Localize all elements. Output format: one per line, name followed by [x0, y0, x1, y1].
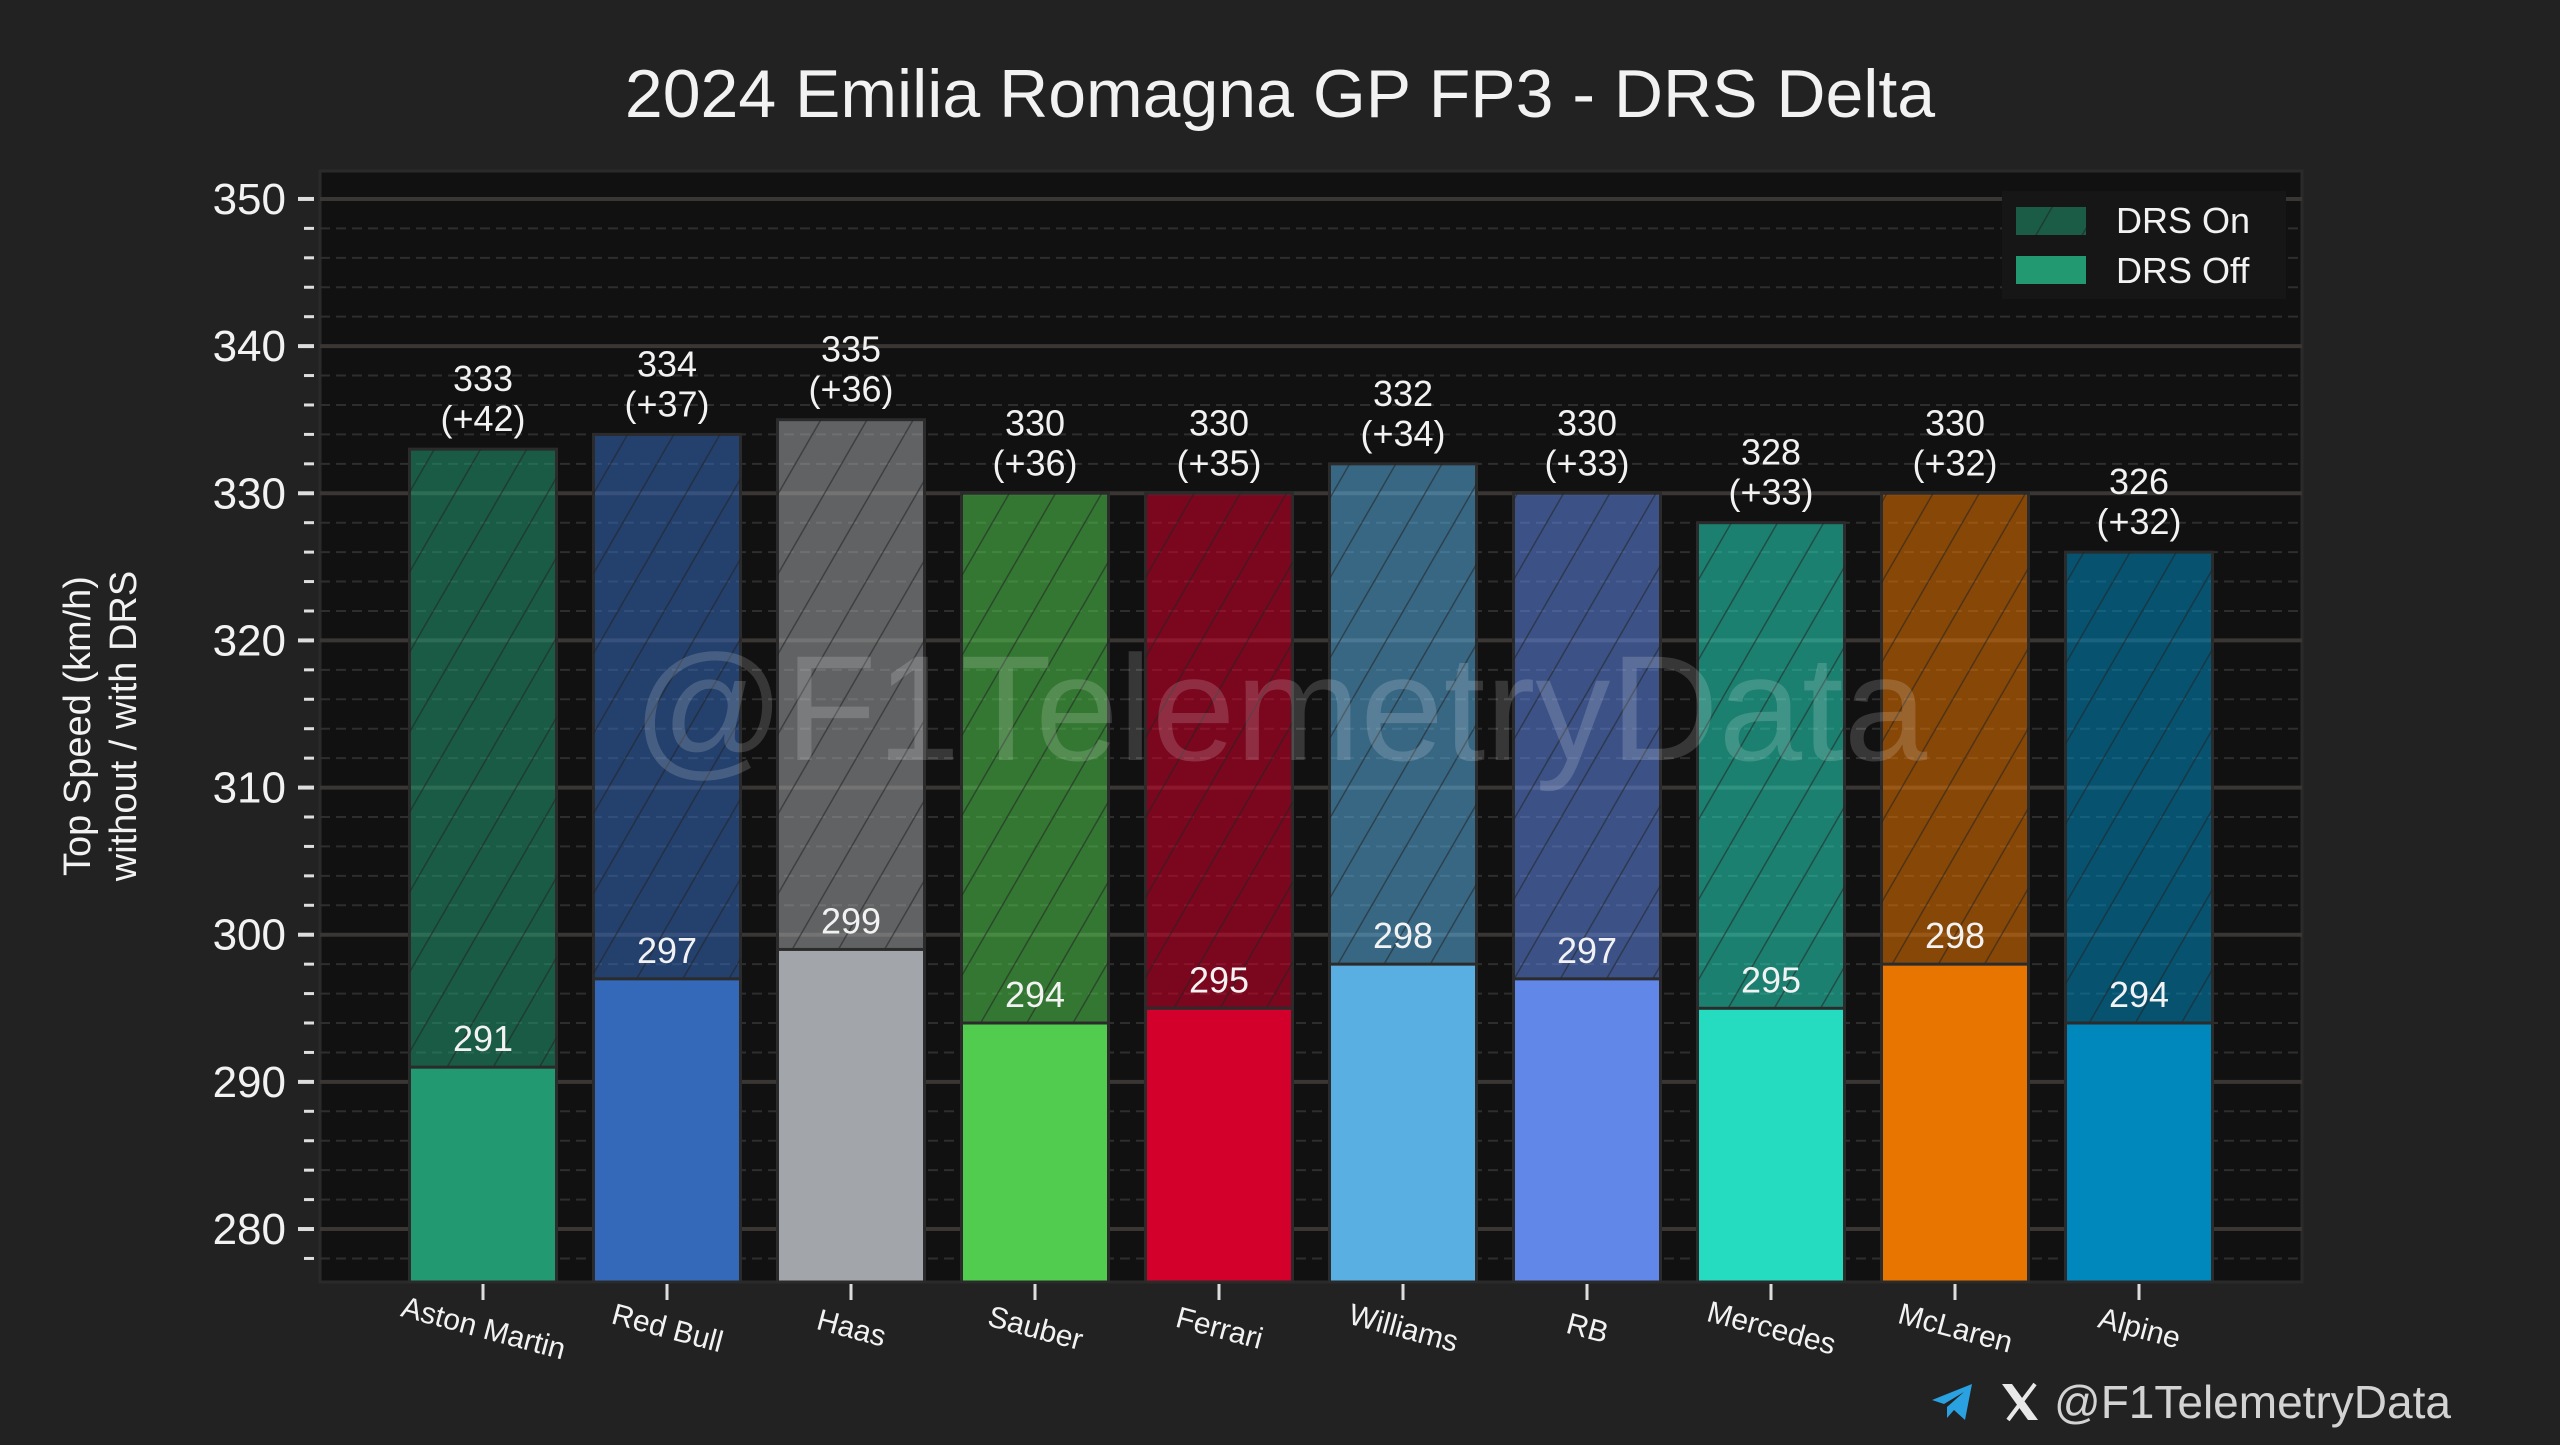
bar-group-rb: 297 330(+33)	[1512, 402, 1662, 1284]
bar-drs-on-hatch	[593, 434, 741, 979]
bar-drs-off	[776, 947, 926, 1284]
label-drs-on: 333	[453, 358, 513, 399]
y-tick-label: 320	[213, 616, 286, 665]
y-axis-label: Top Speed (km/h) without / with DRS	[57, 571, 145, 882]
label-drs-delta: (+37)	[624, 383, 709, 424]
x-axis: Aston Martin Red Bull Haas Sauber Ferrari Wil…	[398, 1284, 2184, 1366]
bars: 291333(+42)297334(+37)299335(+36)294330(…	[408, 329, 2214, 1284]
label-drs-delta: (+32)	[1912, 442, 1997, 483]
bar-group-aston-martin: 291 333(+42)	[408, 358, 558, 1284]
y-axis: 280 290 300 310 320 330 340 350	[213, 175, 314, 1260]
y-tick-label: 310	[213, 764, 286, 813]
footer-handle: @F1TelemetryData	[2054, 1376, 2451, 1428]
bar-group-ferrari: 295 330(+35)	[1144, 402, 1294, 1284]
bar-drs-on-hatch	[1329, 463, 1477, 965]
label-drs-on: 330	[1189, 402, 1249, 443]
label-drs-off: 295	[1741, 959, 1801, 1000]
legend-swatch-drs-off	[2016, 256, 2086, 284]
bar-drs-on-hatch	[2065, 552, 2213, 1024]
bar-drs-off	[1512, 977, 1662, 1284]
bar-drs-off	[1880, 962, 2030, 1284]
legend-label-drs-off: DRS Off	[2116, 250, 2250, 291]
label-drs-on: 330	[1925, 402, 1985, 443]
x-tick-label: RB	[1563, 1307, 1612, 1350]
label-drs-off: 299	[821, 900, 881, 941]
label-drs-on: 334	[637, 343, 697, 384]
legend: DRS On DRS Off	[2002, 191, 2286, 299]
bar-drs-on-hatch	[1145, 493, 1293, 1009]
label-drs-off: 295	[1189, 959, 1249, 1000]
y-tick-label: 280	[213, 1205, 286, 1254]
bar-drs-on-hatch	[961, 493, 1109, 1024]
chart-title: 2024 Emilia Romagna GP FP3 - DRS Delta	[625, 56, 1935, 132]
bar-drs-off	[1144, 1006, 1294, 1284]
y-axis-label-line2: without / with DRS	[103, 571, 145, 882]
y-tick-label: 300	[213, 911, 286, 960]
watermark: @F1TelemetryData	[633, 624, 1928, 792]
x-tick-label: Ferrari	[1172, 1301, 1266, 1356]
label-drs-delta: (+33)	[1728, 472, 1813, 513]
x-tick-label: Alpine	[2095, 1302, 2184, 1355]
label-drs-off: 298	[1373, 915, 1433, 956]
label-drs-off: 291	[453, 1018, 513, 1059]
label-drs-off: 294	[1005, 974, 1065, 1015]
bar-drs-on-hatch	[1881, 493, 2029, 965]
bar-drs-on-hatch	[1697, 522, 1845, 1009]
bar-drs-off	[960, 1021, 1110, 1284]
label-drs-delta: (+32)	[2096, 501, 2181, 542]
bar-group-haas: 299 335(+36)	[776, 329, 926, 1284]
y-axis-label-line1: Top Speed (km/h)	[57, 576, 99, 876]
label-drs-delta: (+35)	[1176, 442, 1261, 483]
telegram-icon	[1932, 1384, 1972, 1420]
x-tick-label: Williams	[1345, 1298, 1461, 1359]
bar-drs-off	[1696, 1006, 1846, 1284]
label-drs-off: 297	[637, 930, 697, 971]
bar-drs-on-hatch	[409, 449, 557, 1068]
legend-swatch-drs-on-hatch	[2016, 207, 2086, 235]
footer: @F1TelemetryData	[1932, 1376, 2451, 1428]
label-drs-on: 335	[821, 329, 881, 370]
bar-group-mclaren: 298 330(+32)	[1880, 402, 2030, 1284]
x-tick-label: Haas	[813, 1304, 889, 1354]
x-icon	[2002, 1382, 2038, 1422]
bar-drs-off	[2064, 1021, 2214, 1284]
y-tick-label: 330	[213, 469, 286, 518]
x-tick-label: Mercedes	[1704, 1296, 1840, 1362]
label-drs-delta: (+33)	[1544, 442, 1629, 483]
label-drs-on: 328	[1741, 432, 1801, 473]
label-drs-on: 330	[1005, 402, 1065, 443]
x-tick-label: Aston Martin	[398, 1291, 569, 1366]
y-tick-label: 350	[213, 175, 286, 224]
bar-group-red-bull: 297 334(+37)	[592, 343, 742, 1284]
label-drs-off: 297	[1557, 930, 1617, 971]
bar-group-sauber: 294 330(+36)	[960, 402, 1110, 1284]
label-drs-on: 330	[1557, 402, 1617, 443]
label-drs-off: 294	[2109, 974, 2169, 1015]
label-drs-delta: (+42)	[440, 398, 525, 439]
label-drs-on: 332	[1373, 373, 1433, 414]
x-tick-label: Red Bull	[608, 1298, 726, 1359]
x-tick-label: McLaren	[1895, 1298, 2016, 1360]
legend-label-drs-on: DRS On	[2116, 200, 2250, 241]
bar-drs-off	[1328, 962, 1478, 1284]
bar-group-alpine: 294 326(+32)	[2064, 461, 2214, 1284]
x-tick-label: Sauber	[984, 1300, 1086, 1357]
bar-group-mercedes: 295 328(+33)	[1696, 432, 1846, 1284]
bar-drs-off	[408, 1065, 558, 1284]
bar-drs-on-hatch	[777, 419, 925, 950]
label-drs-delta: (+36)	[808, 369, 893, 410]
bar-group-williams: 298 332(+34)	[1328, 373, 1478, 1284]
label-drs-delta: (+36)	[992, 442, 1077, 483]
label-drs-off: 298	[1925, 915, 1985, 956]
label-drs-delta: (+34)	[1360, 413, 1445, 454]
bar-drs-off	[592, 977, 742, 1284]
y-tick-label: 290	[213, 1058, 286, 1107]
label-drs-on: 326	[2109, 461, 2169, 502]
y-tick-label: 340	[213, 322, 286, 371]
bar-drs-on-hatch	[1513, 493, 1661, 979]
